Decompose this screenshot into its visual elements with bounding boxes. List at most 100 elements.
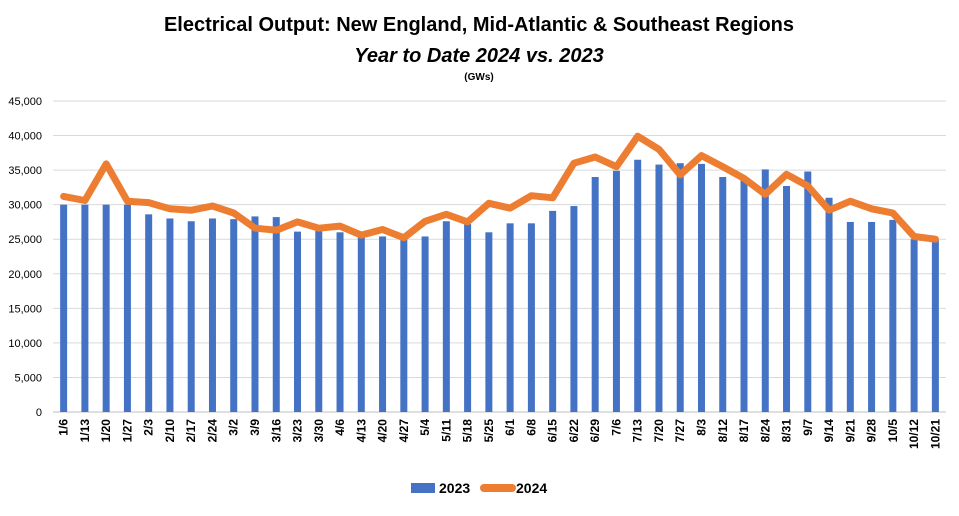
bar-2023	[485, 232, 493, 412]
legend-label-2024: 2024	[516, 480, 547, 496]
legend-label-2023: 2023	[439, 480, 470, 496]
x-tick-label: 10/21	[928, 419, 942, 449]
point-2024	[679, 174, 681, 176]
point-2024	[211, 205, 213, 207]
bar-2023	[442, 221, 450, 412]
point-2024	[84, 200, 86, 202]
series-line-2024	[60, 132, 939, 243]
x-tick-label: 9/14	[822, 419, 836, 443]
gridlines	[53, 100, 946, 413]
bar-2023	[846, 221, 854, 412]
x-tick-label: 3/9	[248, 419, 262, 436]
point-2024	[849, 200, 851, 202]
point-2024	[913, 235, 915, 237]
x-tick-label: 9/7	[801, 419, 815, 436]
point-2024	[382, 229, 384, 231]
bar-2023	[612, 170, 620, 412]
x-tick-label: 7/6	[609, 419, 623, 436]
bar-2023	[230, 219, 238, 412]
bar-2023	[676, 163, 684, 412]
point-2024	[743, 177, 745, 179]
bar-2023	[357, 235, 365, 412]
line-2024	[60, 132, 939, 243]
chart-subtitle: Year to Date 2024 vs. 2023	[354, 45, 603, 67]
x-tick-label: 7/13	[631, 419, 645, 443]
point-2024	[871, 208, 873, 210]
point-2024	[297, 221, 299, 223]
x-tick-label: 6/8	[524, 419, 538, 436]
bar-2023	[315, 230, 323, 412]
point-2024	[190, 209, 192, 211]
y-tick-label: 5,000	[14, 372, 42, 384]
x-tick-label: 6/29	[588, 419, 602, 443]
point-2024	[807, 185, 809, 187]
x-tick-label: 2/24	[205, 419, 219, 443]
bar-2023	[804, 171, 812, 412]
x-tick-label: 4/27	[397, 419, 411, 443]
bar-2023	[336, 232, 344, 412]
point-2024	[169, 208, 171, 210]
bar-2023	[60, 204, 68, 412]
bar-2023	[549, 210, 557, 412]
point-2024	[786, 173, 788, 175]
x-tick-label: 5/18	[461, 419, 475, 443]
x-axis-ticks: 1/6 1/13 1/20 1/27 2/3 2/10 2/17 2/24 3/2 3/9 3/16…	[57, 419, 943, 449]
bar-2023	[464, 224, 472, 412]
x-tick-label: 5/4	[418, 419, 432, 436]
x-tick-label: 6/22	[567, 419, 581, 443]
point-2024	[254, 227, 256, 229]
bar-2023	[123, 204, 131, 412]
point-2024	[509, 207, 511, 209]
x-tick-label: 8/17	[737, 419, 751, 443]
point-2024	[637, 135, 639, 137]
x-tick-label: 2/10	[163, 419, 177, 443]
point-2024	[233, 212, 235, 214]
point-2024	[424, 220, 426, 222]
y-tick-label: 40,000	[8, 131, 42, 143]
x-tick-label: 5/11	[439, 419, 453, 442]
point-2024	[445, 213, 447, 215]
bar-2023	[166, 218, 174, 412]
bar-2023	[761, 169, 769, 412]
point-2024	[105, 163, 107, 165]
point-2024	[403, 237, 405, 239]
bar-2023	[145, 214, 153, 412]
point-2024	[892, 212, 894, 214]
y-tick-label: 20,000	[8, 269, 42, 281]
bar-2023	[527, 223, 535, 412]
bar-2023	[272, 217, 280, 412]
point-2024	[722, 166, 724, 168]
bar-2023	[81, 204, 89, 412]
bars-2023	[60, 159, 939, 412]
bar-2023	[931, 239, 939, 412]
x-tick-label: 1/13	[78, 419, 92, 443]
bar-2023	[102, 204, 110, 412]
bar-2023	[294, 231, 302, 412]
x-tick-label: 10/5	[886, 419, 900, 443]
y-tick-label: 15,000	[8, 303, 42, 315]
y-tick-label: 45,000	[8, 96, 42, 108]
bar-2023	[208, 218, 216, 412]
y-tick-label: 0	[36, 407, 42, 419]
point-2024	[339, 225, 341, 227]
x-tick-label: 8/31	[780, 419, 794, 443]
bar-2023	[421, 236, 429, 412]
x-tick-label: 6/15	[546, 419, 560, 443]
bar-2023	[697, 163, 705, 412]
legend-swatch-2023	[411, 483, 435, 493]
point-2024	[467, 221, 469, 223]
point-2024	[615, 166, 617, 168]
bar-2023	[187, 221, 195, 412]
y-tick-label: 25,000	[8, 234, 42, 246]
x-tick-label: 6/1	[503, 419, 517, 436]
x-tick-label: 3/30	[312, 419, 326, 443]
x-tick-label: 4/13	[354, 419, 368, 443]
x-tick-label: 5/25	[482, 419, 496, 443]
x-tick-label: 3/16	[269, 419, 283, 443]
bar-2023	[783, 186, 791, 412]
x-tick-label: 2/3	[142, 419, 156, 436]
bar-2023	[719, 177, 727, 412]
x-tick-label: 1/6	[57, 419, 71, 436]
